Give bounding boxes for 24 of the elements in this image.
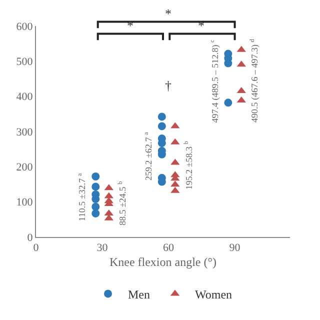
x-axis-title: Knee flexion angle (°) (109, 255, 217, 270)
point (92, 182, 100, 191)
point (92, 202, 100, 211)
y-tick-label: 0 (27, 232, 34, 244)
point (92, 209, 100, 218)
y-tick-label: 200 (16, 162, 34, 174)
y-tick-label: 500 (16, 56, 34, 68)
point (224, 98, 232, 107)
y-tick-label: 300 (16, 126, 34, 138)
x-tick-label: 90 (229, 242, 241, 254)
point (92, 172, 100, 181)
y-tick-label: 600 (16, 20, 34, 33)
annotation: † (165, 78, 172, 93)
annotation: * (127, 18, 134, 33)
y-tick-label: 100 (16, 196, 34, 209)
point (158, 112, 166, 121)
text: * (165, 6, 172, 21)
x-tick-label: 60 (163, 242, 175, 254)
annotation: * (198, 18, 204, 33)
y-tick-label: 400 (16, 91, 34, 104)
point (158, 122, 166, 130)
legend-label: Women (195, 287, 232, 302)
x-tick-label: 30 (96, 242, 108, 254)
legend-label: Men (128, 287, 150, 302)
